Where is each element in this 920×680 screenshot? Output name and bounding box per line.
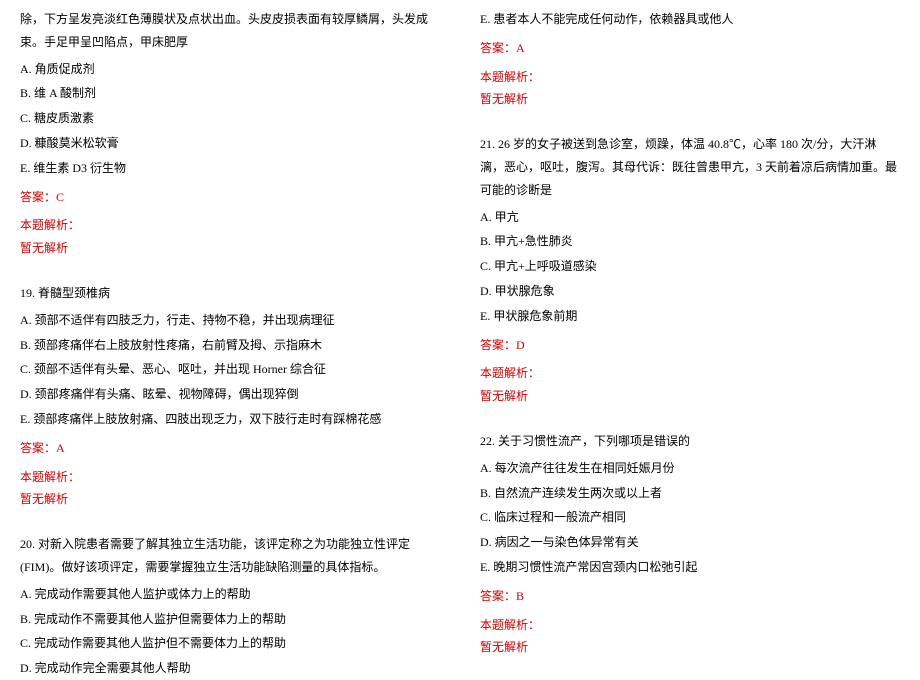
question-19: 19. 脊髓型颈椎病 A. 颈部不适伴有四肢乏力，行走、持物不稳，并出现病理征 …: [20, 282, 440, 511]
option-b: B. 自然流产连续发生两次或以上者: [480, 482, 900, 505]
answer-text: 答案：C: [20, 186, 440, 209]
question-stem: 19. 脊髓型颈椎病: [20, 282, 440, 305]
analysis-content: 暂无解析: [20, 237, 440, 260]
answer-text: 答案：A: [480, 37, 900, 60]
option-d: D. 病因之一与染色体异常有关: [480, 531, 900, 554]
question-22: 22. 关于习惯性流产，下列哪项是错误的 A. 每次流产往往发生在相同妊娠月份 …: [480, 430, 900, 659]
option-e: E. 甲状腺危象前期: [480, 305, 900, 328]
question-20: 20. 对新入院患者需要了解其独立生活功能，该评定称之为功能独立性评定(FIM)…: [20, 533, 440, 680]
analysis-content: 暂无解析: [480, 385, 900, 408]
analysis-content: 暂无解析: [480, 88, 900, 111]
option-c: C. 完成动作需要其他人监护但不需要体力上的帮助: [20, 632, 440, 655]
question-20-cont: E. 患者本人不能完成任何动作，依赖器具或他人 答案：A 本题解析： 暂无解析: [480, 8, 900, 111]
option-b: B. 颈部疼痛伴右上肢放射性疼痛，右前臂及拇、示指麻木: [20, 334, 440, 357]
option-c: C. 糖皮质激素: [20, 107, 440, 130]
option-d: D. 糠酸莫米松软膏: [20, 132, 440, 155]
option-a: A. 角质促成剂: [20, 58, 440, 81]
option-a: A. 甲亢: [480, 206, 900, 229]
option-a: A. 颈部不适伴有四肢乏力，行走、持物不稳，并出现病理征: [20, 309, 440, 332]
option-e: E. 患者本人不能完成任何动作，依赖器具或他人: [480, 8, 900, 31]
analysis-label: 本题解析：: [480, 66, 900, 89]
question-18: 除，下方呈发亮淡红色薄膜状及点状出血。头皮皮损表面有较厚鳞屑，头发成束。手足甲呈…: [20, 8, 440, 260]
option-b: B. 维 A 酸制剂: [20, 82, 440, 105]
question-21: 21. 26 岁的女子被送到急诊室，烦躁，体温 40.8℃，心率 180 次/分…: [480, 133, 900, 408]
option-c: C. 临床过程和一般流产相同: [480, 506, 900, 529]
analysis-label: 本题解析：: [480, 614, 900, 637]
option-e: E. 维生素 D3 衍生物: [20, 157, 440, 180]
analysis-label: 本题解析：: [20, 466, 440, 489]
option-a: A. 完成动作需要其他人监护或体力上的帮助: [20, 583, 440, 606]
option-b: B. 完成动作不需要其他人监护但需要体力上的帮助: [20, 608, 440, 631]
question-stem: 22. 关于习惯性流产，下列哪项是错误的: [480, 430, 900, 453]
option-c: C. 甲亢+上呼吸道感染: [480, 255, 900, 278]
analysis-content: 暂无解析: [20, 488, 440, 511]
option-b: B. 甲亢+急性肺炎: [480, 230, 900, 253]
option-d: D. 完成动作完全需要其他人帮助: [20, 657, 440, 680]
answer-text: 答案：A: [20, 437, 440, 460]
answer-text: 答案：B: [480, 585, 900, 608]
question-stem: 21. 26 岁的女子被送到急诊室，烦躁，体温 40.8℃，心率 180 次/分…: [480, 133, 900, 201]
right-column: E. 患者本人不能完成任何动作，依赖器具或他人 答案：A 本题解析： 暂无解析 …: [460, 0, 920, 651]
answer-text: 答案：D: [480, 334, 900, 357]
analysis-label: 本题解析：: [20, 214, 440, 237]
analysis-content: 暂无解析: [480, 636, 900, 659]
question-stem: 20. 对新入院患者需要了解其独立生活功能，该评定称之为功能独立性评定(FIM)…: [20, 533, 440, 579]
option-a: A. 每次流产往往发生在相同妊娠月份: [480, 457, 900, 480]
question-stem: 除，下方呈发亮淡红色薄膜状及点状出血。头皮皮损表面有较厚鳞屑，头发成束。手足甲呈…: [20, 8, 440, 54]
analysis-label: 本题解析：: [480, 362, 900, 385]
option-e: E. 晚期习惯性流产常因宫颈内口松弛引起: [480, 556, 900, 579]
option-e: E. 颈部疼痛伴上肢放射痛、四肢出现乏力，双下肢行走时有踩棉花感: [20, 408, 440, 431]
option-c: C. 颈部不适伴有头晕、恶心、呕吐，并出现 Horner 综合征: [20, 358, 440, 381]
left-column: 除，下方呈发亮淡红色薄膜状及点状出血。头皮皮损表面有较厚鳞屑，头发成束。手足甲呈…: [0, 0, 460, 651]
option-d: D. 甲状腺危象: [480, 280, 900, 303]
option-d: D. 颈部疼痛伴有头痛、眩晕、视物障碍，偶出现猝倒: [20, 383, 440, 406]
